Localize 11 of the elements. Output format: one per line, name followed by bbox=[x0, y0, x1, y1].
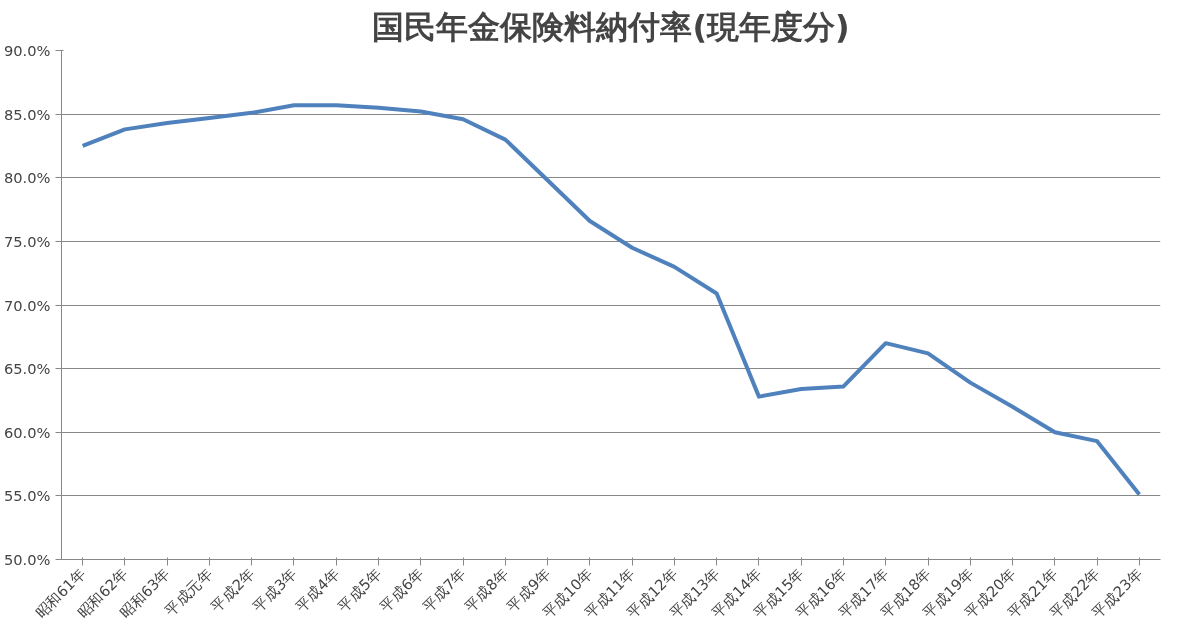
y-tick-label: 90.0% bbox=[3, 42, 51, 59]
y-tick-label: 55.0% bbox=[3, 487, 51, 505]
y-tick-label: 65.0% bbox=[3, 360, 51, 378]
y-tick-label: 75.0% bbox=[3, 232, 51, 250]
y-tick-label: 60.0% bbox=[3, 423, 51, 441]
y-tick-label: 70.0% bbox=[3, 296, 51, 314]
y-tick-label: 50.0% bbox=[3, 551, 51, 568]
y-tick-label: 80.0% bbox=[3, 169, 51, 187]
line-series bbox=[80, 103, 1142, 497]
chart-title: 国民年金保険料納付率(現年度分) bbox=[372, 7, 850, 46]
y-tick-label: 85.0% bbox=[3, 105, 51, 123]
